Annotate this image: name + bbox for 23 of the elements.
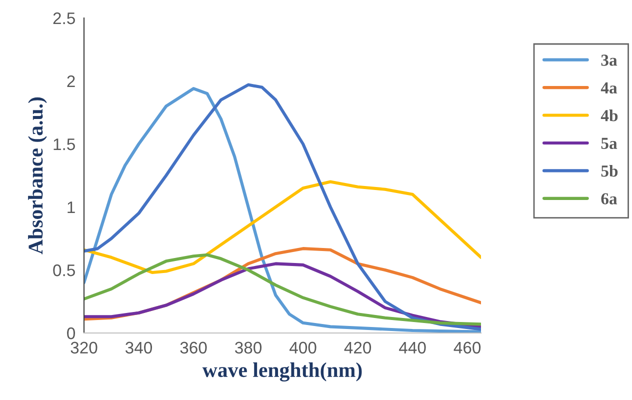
y-axis-title: Absorbance (a.u.) [28, 97, 47, 254]
y-tick-label: 2.5 [53, 12, 75, 24]
x-tick-label: 460 [454, 342, 481, 354]
x-tick-label: 440 [399, 342, 426, 354]
legend-label: 6a [601, 193, 618, 204]
legend-label: 3a [601, 54, 618, 66]
y-tick-label: 1.5 [54, 138, 75, 150]
legend-label: 5a [601, 138, 618, 149]
x-tick-label: 320 [70, 342, 98, 354]
y-tick-label: 0 [67, 327, 76, 340]
x-axis-title: wave lenghth(nm) [202, 362, 362, 382]
y-tick-label: 1 [68, 202, 75, 214]
line-series [84, 180, 481, 274]
legend-label: 4a [600, 82, 618, 94]
legend-label: 4b [600, 110, 618, 122]
y-tick-label: 0.5 [53, 264, 75, 276]
legend-label: 5b [601, 164, 618, 177]
x-tick-label: 400 [290, 342, 316, 354]
x-tick-label: 420 [344, 342, 372, 354]
y-tick-label: 2 [67, 75, 75, 88]
x-tick-label: 360 [180, 342, 207, 354]
x-tick-label: 340 [125, 342, 152, 354]
x-tick-label: 380 [235, 342, 262, 354]
